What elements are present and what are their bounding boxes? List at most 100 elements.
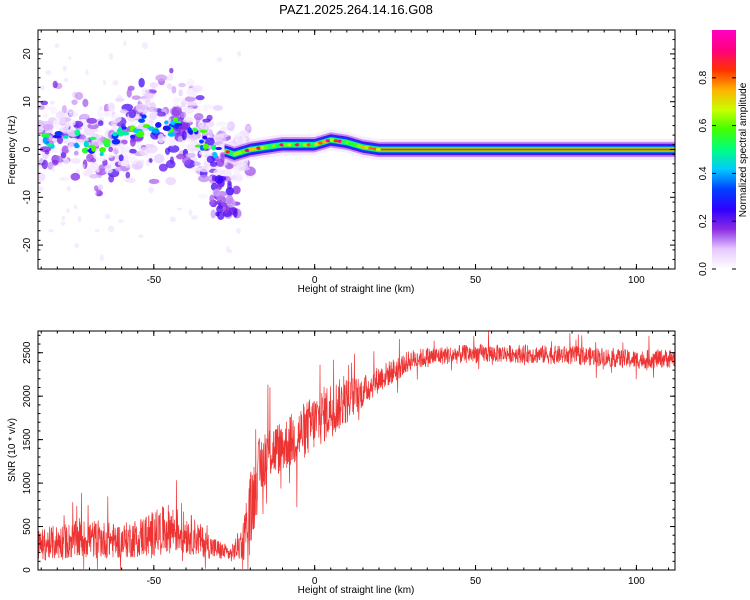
spectrogram-cell [117,160,130,167]
spectrogram-cell [162,125,171,131]
x-tick-label: 0 [312,576,318,587]
spectrogram-cell [63,158,70,165]
spectrogram-cell [45,69,52,76]
spectrogram-cell [212,104,224,111]
y-tick-label: 500 [22,518,33,535]
spectrogram-cell [233,152,239,156]
spectrogram-cell [204,137,215,146]
spectrogram-cell [201,132,208,136]
colorbar-tick-label: 0.6 [698,118,709,132]
spectrogram-cell [188,129,194,135]
spectrogram-cell [155,121,162,128]
spectrogram-cell [91,137,102,147]
spectrogram-cell [182,106,195,114]
spectrogram-cell [116,94,123,102]
spectrogram-cell [41,132,51,138]
spectrogram-cell [61,215,66,221]
spectrogram-cell [91,145,97,152]
spectrogram-cell [141,42,149,50]
spectrogram-cell [198,166,211,173]
spectrogram-cell [178,82,186,88]
spectrogram-cell [252,147,258,151]
spectrogram-cell [63,77,69,82]
colorbar-gradient [712,30,736,269]
spectrogram-cell [165,74,174,81]
spectrogram-cell [246,125,251,131]
spectrogram-cell [49,100,56,105]
spectrogram-cell [196,105,201,115]
spectrogram-cell [118,143,125,150]
spectrogram-cell [60,221,66,226]
spectrogram-cell [197,174,210,183]
spectrogram-cell [233,208,238,218]
spectrogram-cell [74,129,81,136]
spectrogram-cell [238,166,250,171]
spectrogram-cell [214,175,224,185]
colorbar: 0.0 0.2 0.4 0.6 0.8 Normalized spectral ampl… [698,30,749,276]
spectrogram-cell [209,194,215,203]
spectrogram-cell [126,88,132,98]
spectrogram-cell [97,120,104,127]
spectrogram-cell [46,143,53,147]
spectrogram-cell [125,171,131,179]
spectrogram-cell [169,156,174,165]
spectrogram-cell [54,43,60,48]
spectrogram-ticks: -50 0 50 100 -20 -10 0 10 20 [22,29,675,286]
spectrogram-cell [176,153,186,160]
spectrogram-cell [317,141,323,145]
spectrogram-cell [68,56,72,60]
spectrogram-cell [39,85,46,91]
spectrogram-cell [66,185,72,192]
spectrogram-cell [167,145,180,153]
spectrogram-cell [333,139,339,143]
spectrogram-panel: -50 0 50 100 -20 -10 0 10 20 Height of straight … [7,29,676,295]
spectrogram-cell [85,69,89,76]
spectrogram-cell [337,139,343,143]
spectrogram-cell [206,155,215,164]
spectrogram-cell [234,133,245,144]
spectrogram-cell [95,156,107,162]
spectrogram-cell [94,229,100,233]
spectrogram-cell [212,152,218,159]
spectrogram-cell [290,143,296,147]
spectrogram-cell [187,101,198,107]
spectrogram-cell [38,172,46,182]
spectrogram-cell [256,146,262,150]
spectrogram-cell [70,172,81,181]
spectrogram-cell [231,175,236,182]
spectrogram-marks [38,40,675,262]
spectrogram-cell [176,207,183,211]
spectrogram-cell [310,143,316,147]
spectrogram-cell [144,97,151,107]
spectrogram-cell [74,91,84,100]
spectrogram-cell [83,136,89,142]
spectrogram-cell [138,234,144,238]
spectrogram-cell [90,158,97,163]
spectrogram-cell [69,126,74,133]
spectrogram-cell [267,144,273,149]
spectrogram-cell [128,165,135,169]
spectrogram-cell [74,243,80,248]
x-tick-label: 0 [312,275,318,286]
spectrogram-cell [344,140,350,145]
spectrogram-cell [131,95,141,100]
spectrogram-cell [118,126,123,134]
spectrogram-cell [199,139,204,144]
spectrogram-cell [110,120,118,127]
spectrogram-cell [156,111,167,117]
spectrogram-cell [42,112,48,119]
spectrogram-cell [198,193,209,199]
spectrogram-cell [188,147,195,153]
spectrogram-cell [73,150,79,156]
spectrogram-cell [128,148,137,154]
spectrogram-cell [79,114,90,119]
spectrogram-cell [111,138,121,145]
snr-plot-area [38,331,675,570]
spectrogram-cell [236,227,241,235]
spectrogram-cell [104,167,113,174]
spectrogram-cell [180,140,186,148]
y-tick-label: 0 [22,567,33,573]
spectrogram-cell [232,185,241,195]
spectrogram-cell [146,144,158,154]
